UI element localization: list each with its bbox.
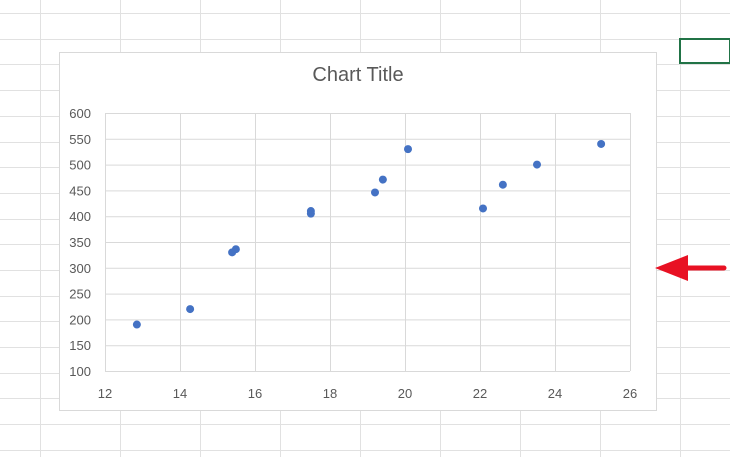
data-point bbox=[404, 145, 412, 154]
y-tick-label: 100 bbox=[69, 364, 91, 379]
y-tick-label: 500 bbox=[69, 158, 91, 173]
data-point bbox=[597, 139, 606, 148]
chart-area[interactable] bbox=[59, 52, 657, 411]
y-tick-label: 400 bbox=[69, 209, 91, 224]
data-point bbox=[371, 188, 379, 197]
data-point bbox=[132, 320, 141, 329]
y-tick-label: 150 bbox=[69, 338, 91, 353]
y-tick-label: 600 bbox=[69, 106, 91, 121]
y-tick-label: 450 bbox=[69, 183, 91, 198]
data-point bbox=[231, 245, 240, 254]
x-tick-label: 12 bbox=[98, 386, 112, 401]
data-point bbox=[306, 209, 315, 218]
data-point bbox=[186, 305, 195, 314]
y-tick-label: 350 bbox=[69, 235, 91, 250]
data-point bbox=[378, 175, 387, 184]
x-tick-label: 20 bbox=[398, 386, 412, 401]
arrow-head bbox=[655, 255, 688, 281]
y-tick-label: 300 bbox=[69, 261, 91, 276]
chart-title[interactable]: Chart Title bbox=[312, 64, 404, 86]
x-tick-label: 14 bbox=[173, 386, 187, 401]
x-tick-label: 16 bbox=[248, 386, 262, 401]
y-tick-label: 550 bbox=[69, 132, 91, 147]
data-point bbox=[479, 204, 487, 213]
y-tick-label: 200 bbox=[69, 312, 91, 327]
y-tick-label: 250 bbox=[69, 287, 91, 302]
x-tick-label: 24 bbox=[548, 386, 562, 401]
x-tick-label: 26 bbox=[623, 386, 637, 401]
data-point bbox=[533, 160, 541, 169]
data-point bbox=[498, 180, 507, 189]
x-tick-label: 18 bbox=[323, 386, 337, 401]
x-tick-label: 22 bbox=[473, 386, 487, 401]
